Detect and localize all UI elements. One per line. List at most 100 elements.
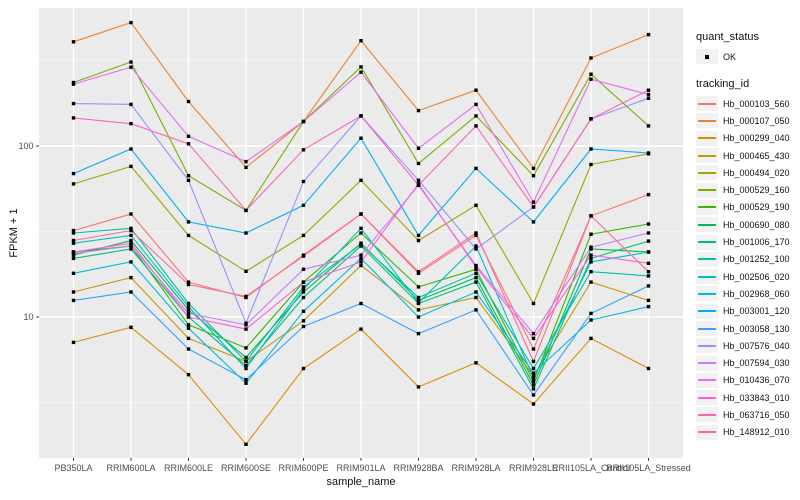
- data-point-ok: [416, 315, 421, 319]
- data-point-ok: [646, 284, 651, 288]
- data-point-ok: [71, 271, 76, 275]
- data-point-ok: [531, 393, 536, 397]
- legend-color-swatch: [696, 182, 718, 198]
- data-point-ok: [359, 253, 363, 257]
- data-point-ok: [129, 275, 133, 280]
- data-point-ok: [359, 114, 363, 118]
- data-point-ok: [646, 270, 651, 274]
- x-tick-label: PB350LA: [54, 463, 92, 473]
- y-axis-title: FPKM + 1: [8, 208, 20, 258]
- legend-entry-Hb_003001_120: Hb_003001_120: [696, 303, 800, 320]
- data-point-ok: [646, 222, 651, 226]
- legend-label: Hb_001006_170: [723, 237, 790, 248]
- data-point-ok: [531, 301, 536, 306]
- data-point-ok: [474, 203, 478, 207]
- data-point-ok: [71, 82, 76, 86]
- data-point-ok: [71, 231, 76, 235]
- data-point-ok: [186, 233, 191, 238]
- x-tick-label: RRIM600LA: [106, 463, 155, 473]
- legend-entry-Hb_148912_010: Hb_148912_010: [696, 424, 800, 441]
- data-point-ok: [646, 192, 651, 197]
- legend-label: Hb_033843_010: [723, 392, 790, 403]
- data-point-ok: [186, 282, 191, 287]
- data-point-ok: [589, 245, 593, 249]
- data-point-ok: [129, 244, 133, 248]
- data-point-ok: [646, 366, 651, 371]
- legend-color-swatch: [696, 234, 718, 250]
- data-point-ok: [531, 402, 536, 406]
- data-point-ok: [359, 263, 363, 268]
- data-point-ok: [129, 212, 133, 216]
- color-line-icon: [698, 310, 716, 313]
- color-line-icon: [698, 171, 716, 174]
- data-point-ok: [474, 114, 478, 118]
- data-point-ok: [186, 347, 191, 351]
- data-point-ok: [646, 274, 651, 278]
- data-point-ok: [71, 250, 76, 254]
- color-line-icon: [698, 413, 716, 416]
- data-point-ok: [589, 232, 593, 236]
- data-point-ok: [129, 241, 133, 245]
- data-point-ok: [416, 233, 421, 238]
- legend-label: Hb_000529_160: [723, 185, 790, 196]
- color-line-icon: [698, 362, 716, 365]
- data-point-ok: [186, 323, 191, 327]
- data-point-ok: [646, 96, 651, 100]
- series-points-Hb_002968_060: [71, 256, 651, 385]
- data-point-ok: [474, 166, 478, 171]
- data-point-ok: [129, 290, 133, 294]
- legend-color-swatch: [696, 424, 718, 440]
- data-point-ok: [474, 271, 478, 275]
- legend-label: Hb_000494_020: [723, 167, 790, 178]
- data-point-ok: [301, 290, 306, 294]
- data-point-ok: [186, 304, 191, 309]
- data-point-ok: [531, 359, 536, 364]
- data-point-ok: [186, 311, 191, 316]
- data-point-ok: [301, 233, 306, 238]
- color-line-icon: [698, 258, 716, 261]
- color-line-icon: [698, 154, 716, 157]
- data-point-ok: [301, 309, 306, 313]
- data-point-ok: [416, 178, 421, 182]
- data-point-ok: [474, 233, 478, 238]
- legend-entry-Hb_007594_030: Hb_007594_030: [696, 354, 800, 371]
- data-point-ok: [129, 147, 133, 151]
- data-point-ok: [474, 231, 478, 235]
- legend-label: Hb_002506_020: [723, 271, 790, 282]
- data-point-ok: [474, 247, 478, 251]
- data-point-ok: [186, 134, 191, 138]
- data-point-ok: [186, 142, 191, 146]
- data-point-ok: [416, 298, 421, 303]
- data-point-ok: [589, 270, 593, 274]
- data-point-ok: [589, 260, 593, 264]
- data-point-ok: [646, 239, 651, 243]
- data-point-ok: [416, 285, 421, 289]
- data-point-ok: [589, 117, 593, 121]
- data-point-ok: [531, 174, 536, 178]
- legend-color-swatch: [696, 130, 718, 146]
- data-point-ok: [301, 287, 306, 292]
- legend-label: Hb_007594_030: [723, 358, 790, 369]
- legend-color-swatch: [696, 251, 718, 267]
- data-point-ok: [186, 178, 191, 182]
- legend-label: Hb_148912_010: [723, 427, 790, 438]
- legend-entry-Hb_000107_050: Hb_000107_050: [696, 112, 800, 129]
- data-point-ok: [301, 148, 306, 152]
- x-tick-label: RRIM928LA: [451, 463, 500, 473]
- data-point-ok: [531, 383, 536, 387]
- legend-entry-Hb_002506_020: Hb_002506_020: [696, 268, 800, 285]
- data-point-ok: [359, 226, 363, 230]
- color-line-icon: [698, 119, 716, 122]
- data-point-ok: [301, 119, 306, 124]
- series-points-Hb_001252_100: [71, 226, 651, 371]
- data-point-ok: [531, 336, 536, 341]
- data-point-ok: [531, 387, 536, 391]
- data-point-ok: [359, 242, 363, 246]
- legend-entry-Hb_003058_130: Hb_003058_130: [696, 320, 800, 337]
- data-point-ok: [244, 159, 248, 164]
- data-point-ok: [359, 39, 363, 43]
- data-point-ok: [129, 60, 133, 64]
- data-point-ok: [589, 72, 593, 76]
- data-point-ok: [474, 361, 478, 365]
- data-point-ok: [359, 178, 363, 182]
